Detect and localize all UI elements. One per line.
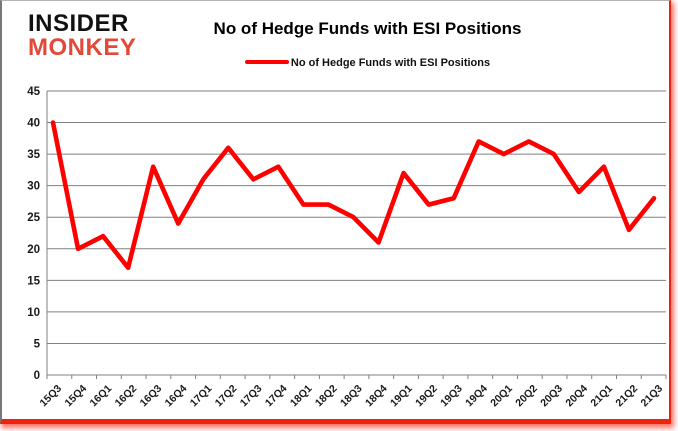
x-tick-label: 20Q3 xyxy=(538,383,565,410)
x-tick-label: 15Q4 xyxy=(63,383,90,410)
x-tick-label: 19Q2 xyxy=(413,383,440,410)
x-tick-label: 15Q3 xyxy=(37,383,64,410)
y-tick-label: 5 xyxy=(34,338,41,350)
y-tick-label: 20 xyxy=(27,244,40,256)
x-tick-label: 18Q1 xyxy=(288,383,315,410)
x-tick-label: 19Q3 xyxy=(438,383,465,410)
legend-line-swatch xyxy=(244,60,289,65)
x-tick-label: 18Q3 xyxy=(338,383,365,410)
y-tick-label: 15 xyxy=(27,275,40,287)
hedge-funds-series-line xyxy=(50,120,657,271)
x-tick-label: 16Q1 xyxy=(88,383,115,410)
x-tick-label: 19Q1 xyxy=(388,383,415,410)
y-tick-label: 35 xyxy=(27,149,40,161)
chart-svg: 0 5 10 15 20 25 30 35 40 45 15Q315Q416Q116Q216Q316… xyxy=(27,86,667,410)
x-tick-label: 18Q2 xyxy=(313,383,340,410)
x-tick-label: 17Q2 xyxy=(213,383,240,410)
x-tick-label: 18Q4 xyxy=(363,383,390,410)
y-tick-label: 25 xyxy=(27,212,40,224)
y-tick-label: 45 xyxy=(27,86,40,98)
logo-line-monkey: MONKEY xyxy=(28,33,137,61)
x-tick-label: 20Q1 xyxy=(488,383,515,410)
x-tick-label: 20Q4 xyxy=(563,383,590,410)
y-tick-label: 40 xyxy=(27,118,40,130)
legend-label: No of Hedge Funds with ESI Positions xyxy=(290,57,491,70)
logo-line-insider: INSIDER xyxy=(28,10,129,37)
x-tick-label: 21Q2 xyxy=(613,383,640,410)
x-tick-label: 16Q2 xyxy=(113,383,140,410)
y-tick-label: 10 xyxy=(27,307,40,319)
x-tick-label: 20Q2 xyxy=(513,383,540,410)
y-tick-label: 30 xyxy=(27,181,40,193)
chart-title-bar: No of Hedge Funds with ESI Positions xyxy=(72,19,663,39)
x-tick-label: 19Q4 xyxy=(463,383,490,410)
x-tick-label: 16Q4 xyxy=(163,383,190,410)
y-tick-label: 0 xyxy=(34,370,40,382)
insider-monkey-logo: INSIDER MONKEY xyxy=(28,12,136,59)
chart-legend: No of Hedge Funds with ESI Positions xyxy=(72,57,663,69)
chart-card-frame: INSIDER MONKEY No of Hedge Funds with ES… xyxy=(0,0,671,424)
x-tick-label: 17Q3 xyxy=(238,383,265,410)
x-tick-label: 21Q3 xyxy=(638,383,665,410)
x-tick-label: 17Q1 xyxy=(188,383,215,410)
x-tick-label: 16Q3 xyxy=(138,383,165,410)
chart-title: No of Hedge Funds with ESI Positions xyxy=(213,19,522,38)
x-tick-label: 21Q1 xyxy=(588,383,615,410)
x-tick-label: 17Q4 xyxy=(263,383,290,410)
